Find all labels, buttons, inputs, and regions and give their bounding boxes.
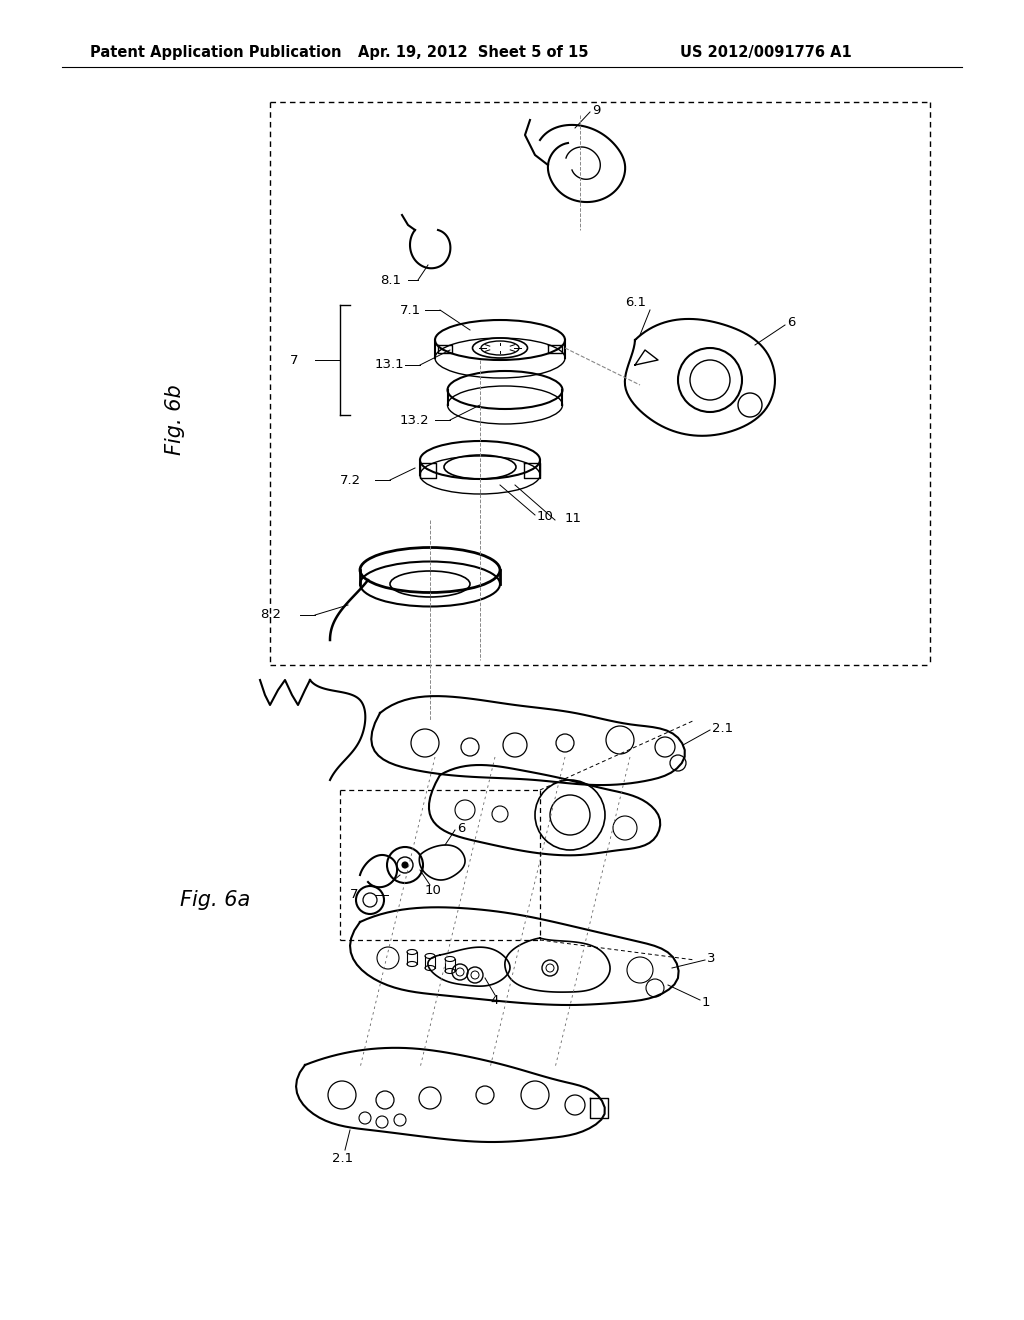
- Text: 10: 10: [425, 883, 442, 896]
- Text: 10: 10: [537, 511, 554, 524]
- Text: Fig. 6b: Fig. 6b: [165, 384, 185, 455]
- Circle shape: [402, 862, 408, 869]
- Text: 6: 6: [787, 317, 796, 330]
- Text: 6: 6: [457, 821, 465, 834]
- Text: 7.2: 7.2: [340, 474, 361, 487]
- Text: 4: 4: [490, 994, 499, 1006]
- Text: Apr. 19, 2012  Sheet 5 of 15: Apr. 19, 2012 Sheet 5 of 15: [358, 45, 589, 59]
- Text: 3: 3: [707, 952, 716, 965]
- Text: 7: 7: [290, 354, 299, 367]
- Text: 2.1: 2.1: [712, 722, 733, 734]
- Text: Fig. 6a: Fig. 6a: [180, 890, 250, 909]
- Text: 11: 11: [565, 511, 582, 524]
- Text: 9: 9: [592, 103, 600, 116]
- Text: 1: 1: [702, 995, 711, 1008]
- Text: 7.1: 7.1: [400, 304, 421, 317]
- Text: 7: 7: [350, 888, 358, 902]
- Text: US 2012/0091776 A1: US 2012/0091776 A1: [680, 45, 852, 59]
- Text: 13.1: 13.1: [375, 359, 404, 371]
- Text: 8.1: 8.1: [380, 273, 401, 286]
- Text: 2.1: 2.1: [332, 1151, 353, 1164]
- Text: 6.1: 6.1: [625, 296, 646, 309]
- Text: Patent Application Publication: Patent Application Publication: [90, 45, 341, 59]
- Text: 13.2: 13.2: [400, 413, 430, 426]
- Text: 8.2: 8.2: [260, 609, 281, 622]
